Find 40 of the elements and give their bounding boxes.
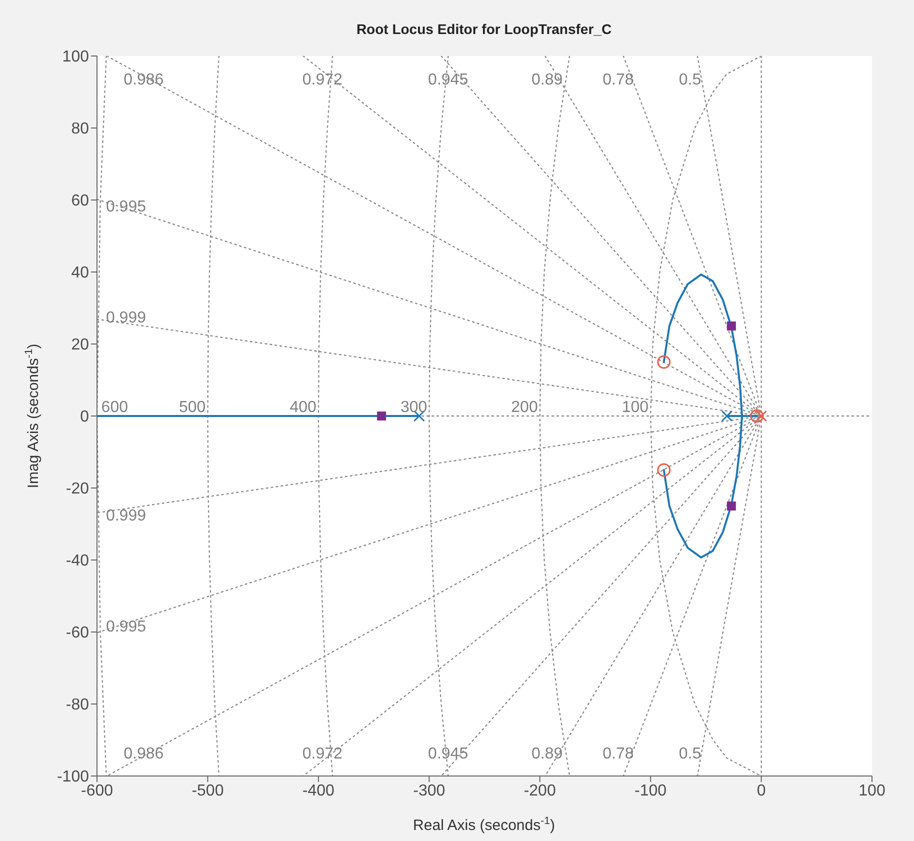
x-tick-label: 0 — [756, 782, 766, 800]
annotation: 0.78 — [602, 71, 634, 88]
y-tick-label: -80 — [66, 696, 90, 714]
y-tick-label: 0 — [80, 408, 90, 426]
annotation: 200 — [511, 399, 538, 416]
annotation: 0.972 — [302, 71, 343, 88]
annotation: 0.78 — [602, 746, 634, 763]
y-tick-label: -60 — [66, 624, 90, 642]
annotation: 400 — [290, 399, 317, 416]
annotation: 0.5 — [678, 71, 702, 88]
annotation: 0.986 — [124, 71, 164, 88]
y-tick-label: -40 — [66, 552, 90, 570]
x-tick-label: 100 — [858, 782, 886, 800]
annotation: 0.945 — [428, 71, 468, 88]
y-tick-label: 20 — [71, 336, 90, 354]
annotation: 0.999 — [106, 507, 146, 524]
chart-title: Root Locus Editor for LoopTransfer_C — [356, 21, 612, 37]
x-tick-label: -200 — [524, 782, 556, 800]
annotation: 0.986 — [124, 746, 164, 763]
annotation: 0.999 — [106, 310, 146, 327]
y-tick-label: -20 — [66, 480, 90, 498]
y-tick-label: 80 — [71, 120, 90, 138]
y-tick-label: 60 — [71, 192, 90, 210]
annotation: 100 — [622, 399, 649, 416]
annotation: 0.5 — [678, 746, 702, 763]
x-axis-title: Real Axis (seconds$^{-1}$) — [413, 815, 555, 834]
annotation: 0.945 — [428, 746, 468, 763]
x-tick-label: -300 — [413, 782, 446, 800]
annotation: 300 — [400, 399, 428, 416]
annotation: 500 — [179, 399, 206, 416]
x-tick-label: -500 — [192, 782, 224, 800]
x-tick-label: -400 — [302, 782, 335, 800]
annotation: 600 — [101, 399, 128, 416]
annotation: 0.89 — [532, 71, 563, 88]
annotation: 0.995 — [106, 618, 146, 636]
annotation: 0.972 — [302, 746, 343, 763]
y-tick-label: 40 — [71, 264, 90, 282]
annotation: 0.89 — [532, 746, 563, 763]
x-tick-label: -100 — [634, 782, 667, 800]
y-tick-label: 100 — [62, 48, 90, 66]
